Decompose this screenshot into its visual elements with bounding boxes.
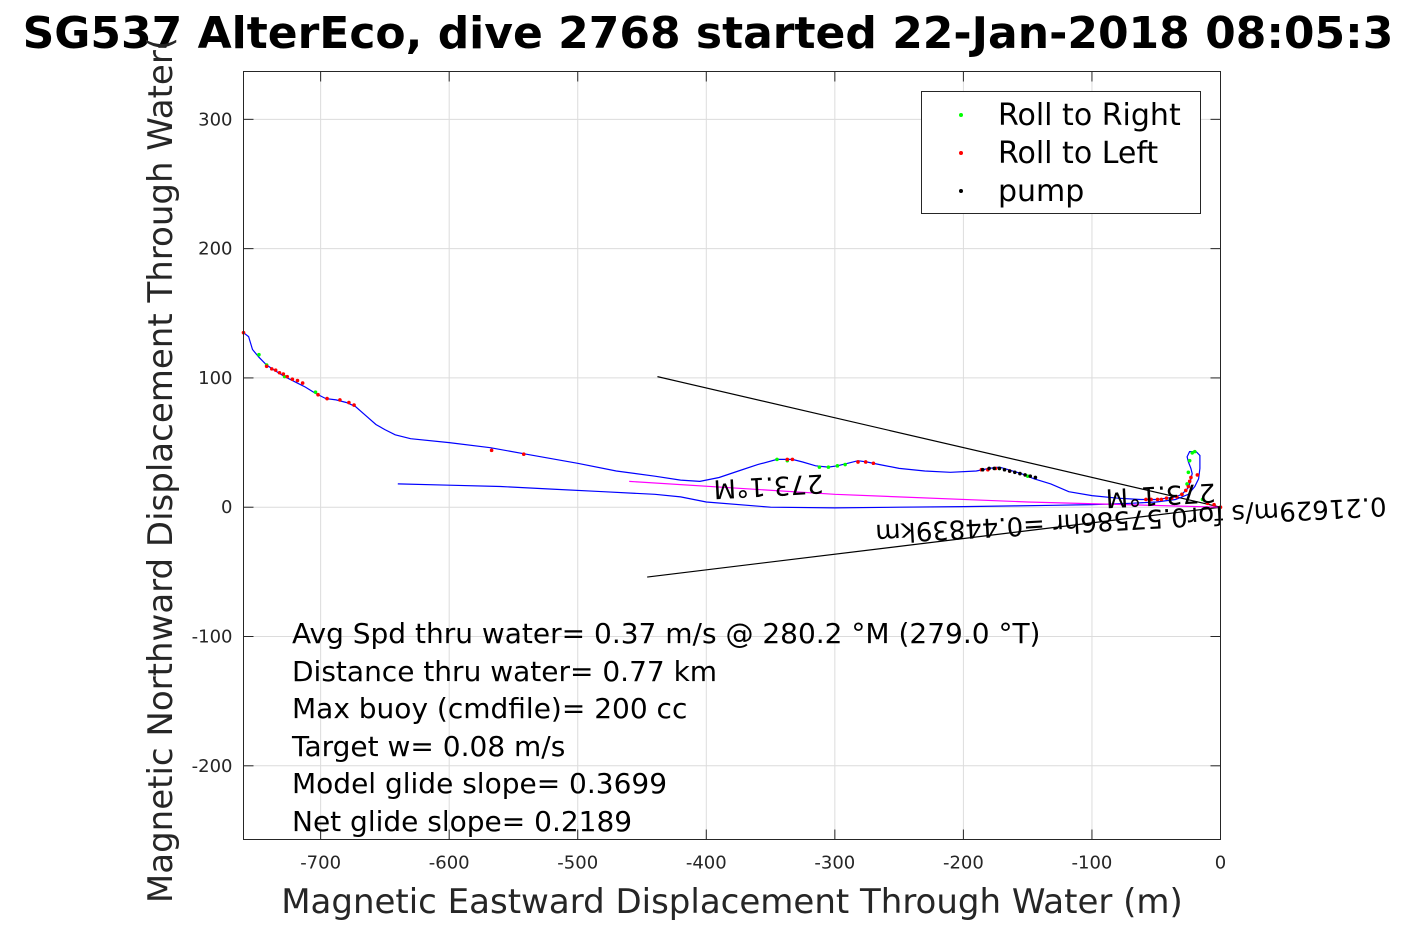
- roll-left-point: [1164, 496, 1169, 500]
- roll-left-point: [1212, 502, 1216, 507]
- stat-target-w: Target w= 0.08 m/s: [291, 730, 565, 763]
- y-axis-label: Magnetic Northward Displacement Through …: [141, 37, 181, 903]
- axis-ticks: -700 -600 -500 -400 -300 -200 -100 0 -200 -100 0 10…: [192, 71, 1226, 874]
- roll-left-point: [1187, 479, 1192, 484]
- roll-left-point: [1183, 488, 1188, 493]
- pump-point: [1018, 471, 1022, 476]
- roll-right-point: [843, 462, 847, 467]
- roll-left-point: [863, 460, 868, 464]
- y-tick-label: 0: [221, 497, 232, 518]
- x-tick-label: -200: [943, 853, 984, 874]
- vector-line: [647, 506, 1221, 578]
- roll-left-point: [347, 400, 351, 405]
- y-tick-label: -200: [192, 756, 233, 777]
- pump-point: [980, 467, 985, 472]
- roll-left-point: [1186, 484, 1191, 489]
- legend-marker-roll-right: [959, 113, 963, 117]
- roll-left-point: [1205, 501, 1210, 506]
- x-tick-label: 0: [1215, 853, 1226, 874]
- x-tick-label: -500: [557, 853, 598, 874]
- pump-point: [1033, 475, 1038, 480]
- roll-left-point: [316, 392, 320, 397]
- pump-point: [1002, 467, 1007, 472]
- roll-left-point: [281, 372, 286, 376]
- roll-left-point: [856, 460, 860, 464]
- roll-left-point: [352, 403, 356, 407]
- roll-right-point: [1200, 497, 1205, 502]
- roll-left-point: [1174, 495, 1179, 499]
- roll-left-point: [1149, 497, 1153, 502]
- roll-left-point: [871, 461, 876, 466]
- vector-line: [657, 376, 1221, 508]
- stat-max-buoy: Max buoy (cmdfile)= 200 cc: [292, 692, 687, 725]
- legend-label-pump: pump: [998, 174, 1084, 209]
- pump-point: [997, 466, 1002, 471]
- roll-right-point: [817, 465, 822, 469]
- roll-left-point: [1195, 473, 1200, 477]
- pump-point: [1023, 473, 1027, 477]
- stats-block: Avg Spd thru water= 0.37 m/s @ 280.2 °M …: [291, 617, 1040, 838]
- x-tick-label: -100: [1072, 853, 1113, 874]
- pump-point: [1028, 474, 1033, 478]
- vector-annotation: 273.1°M: [1105, 477, 1216, 513]
- x-tick-label: -700: [300, 853, 341, 874]
- legend-marker-roll-left: [959, 151, 963, 155]
- chart-title: SG537 AlterEco, dive 2768 started 22-Jan…: [23, 8, 1394, 59]
- roll-left-point: [277, 370, 282, 375]
- vector-annotation: 273.1°M: [713, 468, 824, 504]
- pump-point: [987, 466, 991, 471]
- roll-left-point: [1144, 497, 1148, 502]
- stat-model-glide-slope: Model glide slope= 0.3699: [292, 767, 667, 800]
- roll-right-point: [313, 390, 318, 394]
- x-axis-label: Magnetic Eastward Displacement Through W…: [281, 882, 1183, 922]
- roll-right-point: [1187, 458, 1192, 463]
- roll-right-point: [1186, 470, 1191, 475]
- roll-right-point: [835, 464, 840, 468]
- stat-avg-speed: Avg Spd thru water= 0.37 m/s @ 280.2 °M …: [292, 617, 1040, 650]
- legend-marker-pump: [959, 189, 963, 193]
- roll-left-point: [489, 448, 494, 453]
- roll-left-point: [290, 377, 295, 382]
- pump-point: [1013, 470, 1017, 475]
- x-tick-label: -300: [814, 853, 855, 874]
- legend: Roll to Right Roll to Left pump: [921, 91, 1201, 214]
- roll-right-point: [257, 352, 261, 357]
- roll-left-point: [338, 398, 342, 402]
- roll-right-point: [826, 465, 831, 469]
- y-tick-label: -100: [192, 627, 233, 648]
- roll-left-point: [1189, 475, 1193, 480]
- roll-left-point: [285, 374, 290, 379]
- legend-box: [921, 91, 1201, 214]
- roll-left-point: [264, 364, 269, 369]
- legend-label-roll-left: Roll to Left: [998, 136, 1158, 171]
- x-tick-label: -400: [686, 853, 727, 874]
- roll-left-point: [325, 396, 329, 401]
- y-tick-label: 100: [198, 368, 232, 389]
- stat-distance: Distance thru water= 0.77 km: [292, 655, 717, 688]
- x-tick-label: -600: [429, 853, 470, 874]
- roll-right-point: [775, 457, 779, 462]
- roll-left-point: [1169, 496, 1174, 500]
- roll-right-point: [1192, 449, 1197, 454]
- roll-left-point: [1159, 497, 1164, 502]
- roll-left-point: [790, 457, 795, 462]
- roll-left-point: [300, 381, 305, 385]
- stat-net-glide-slope: Net glide slope= 0.2189: [292, 805, 632, 838]
- roll-left-point: [273, 368, 278, 372]
- y-tick-label: 300: [198, 109, 232, 130]
- roll-left-point: [1155, 497, 1160, 502]
- y-tick-label: 200: [198, 239, 232, 260]
- roll-left-point: [1180, 492, 1184, 497]
- series-line-net: [629, 480, 1221, 508]
- roll-left-point: [785, 457, 790, 462]
- pump-point: [1007, 469, 1012, 473]
- roll-left-point: [521, 452, 526, 457]
- roll-left-point: [295, 378, 300, 383]
- roll-left-point: [269, 367, 274, 371]
- pump-point: [992, 466, 997, 471]
- plot-frame: [243, 71, 1221, 840]
- legend-label-roll-right: Roll to Right: [998, 98, 1181, 133]
